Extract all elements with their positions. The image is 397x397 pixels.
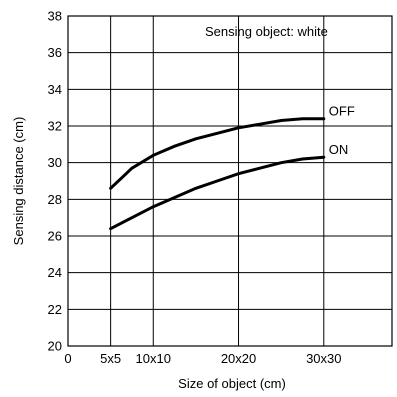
x-axis-title: Size of object (cm) bbox=[178, 376, 286, 391]
x-tick-label-20: 20x20 bbox=[221, 351, 256, 366]
series-label-off: OFF bbox=[329, 104, 355, 119]
y-tick-label-22: 22 bbox=[48, 302, 62, 317]
y-tick-label-38: 38 bbox=[48, 9, 62, 24]
x-tick-label-30: 30x30 bbox=[306, 351, 341, 366]
y-tick-label-20: 20 bbox=[48, 339, 62, 354]
x-tick-label-5: 5x5 bbox=[100, 351, 121, 366]
series-line-on bbox=[109, 155, 326, 231]
series-line-off bbox=[109, 117, 326, 190]
series-lines: OFF ON bbox=[109, 104, 355, 231]
y-tick-label-24: 24 bbox=[48, 265, 62, 280]
x-tick-label-10: 10x10 bbox=[136, 351, 171, 366]
sensing-object-annotation: Sensing object: white bbox=[205, 24, 328, 39]
grid-lines bbox=[68, 15, 392, 347]
y-tick-label-34: 34 bbox=[48, 82, 62, 97]
y-tick-label-30: 30 bbox=[48, 155, 62, 170]
y-axis-title: Sensing distance (cm) bbox=[11, 117, 26, 246]
series-label-on: ON bbox=[329, 142, 349, 157]
plot-frame bbox=[67, 15, 393, 347]
y-tick-label-28: 28 bbox=[48, 192, 62, 207]
y-tick-label-32: 32 bbox=[48, 119, 62, 134]
tick-labels: 20 22 24 26 28 30 32 34 36 38 0 5x5 10x10 20x20 30x30 bbox=[48, 9, 342, 367]
x-tick-label-0: 0 bbox=[64, 351, 71, 366]
y-tick-label-26: 26 bbox=[48, 229, 62, 244]
y-tick-label-36: 36 bbox=[48, 45, 62, 60]
